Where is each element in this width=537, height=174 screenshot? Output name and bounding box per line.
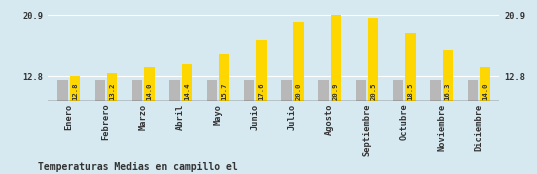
Bar — [182, 64, 192, 101]
Bar — [244, 80, 255, 101]
Bar — [95, 80, 105, 101]
Bar — [480, 67, 490, 101]
Bar — [405, 33, 416, 101]
Bar — [281, 80, 292, 101]
Bar — [293, 22, 304, 101]
Text: 14.4: 14.4 — [184, 82, 190, 100]
Bar — [430, 80, 441, 101]
Bar — [169, 80, 180, 101]
Text: 20.5: 20.5 — [370, 82, 376, 100]
Text: 14.0: 14.0 — [482, 82, 488, 100]
Text: 20.0: 20.0 — [296, 82, 302, 100]
Bar — [468, 80, 478, 101]
Bar — [355, 80, 366, 101]
Text: 14.0: 14.0 — [147, 82, 153, 100]
Bar — [318, 80, 329, 101]
Bar — [368, 18, 379, 101]
Text: 18.5: 18.5 — [408, 82, 413, 100]
Bar — [331, 15, 341, 101]
Text: 13.2: 13.2 — [109, 82, 115, 100]
Bar — [219, 54, 229, 101]
Bar — [107, 73, 118, 101]
Bar — [57, 80, 68, 101]
Text: 20.9: 20.9 — [333, 82, 339, 100]
Text: Temperaturas Medias en campillo el: Temperaturas Medias en campillo el — [38, 162, 237, 172]
Bar — [70, 76, 80, 101]
Text: 15.7: 15.7 — [221, 82, 227, 100]
Bar — [132, 80, 142, 101]
Text: 17.6: 17.6 — [258, 82, 264, 100]
Text: 12.8: 12.8 — [72, 82, 78, 100]
Bar — [256, 40, 266, 101]
Bar — [207, 80, 217, 101]
Text: 16.3: 16.3 — [445, 82, 451, 100]
Bar — [144, 67, 155, 101]
Bar — [393, 80, 403, 101]
Bar — [442, 50, 453, 101]
